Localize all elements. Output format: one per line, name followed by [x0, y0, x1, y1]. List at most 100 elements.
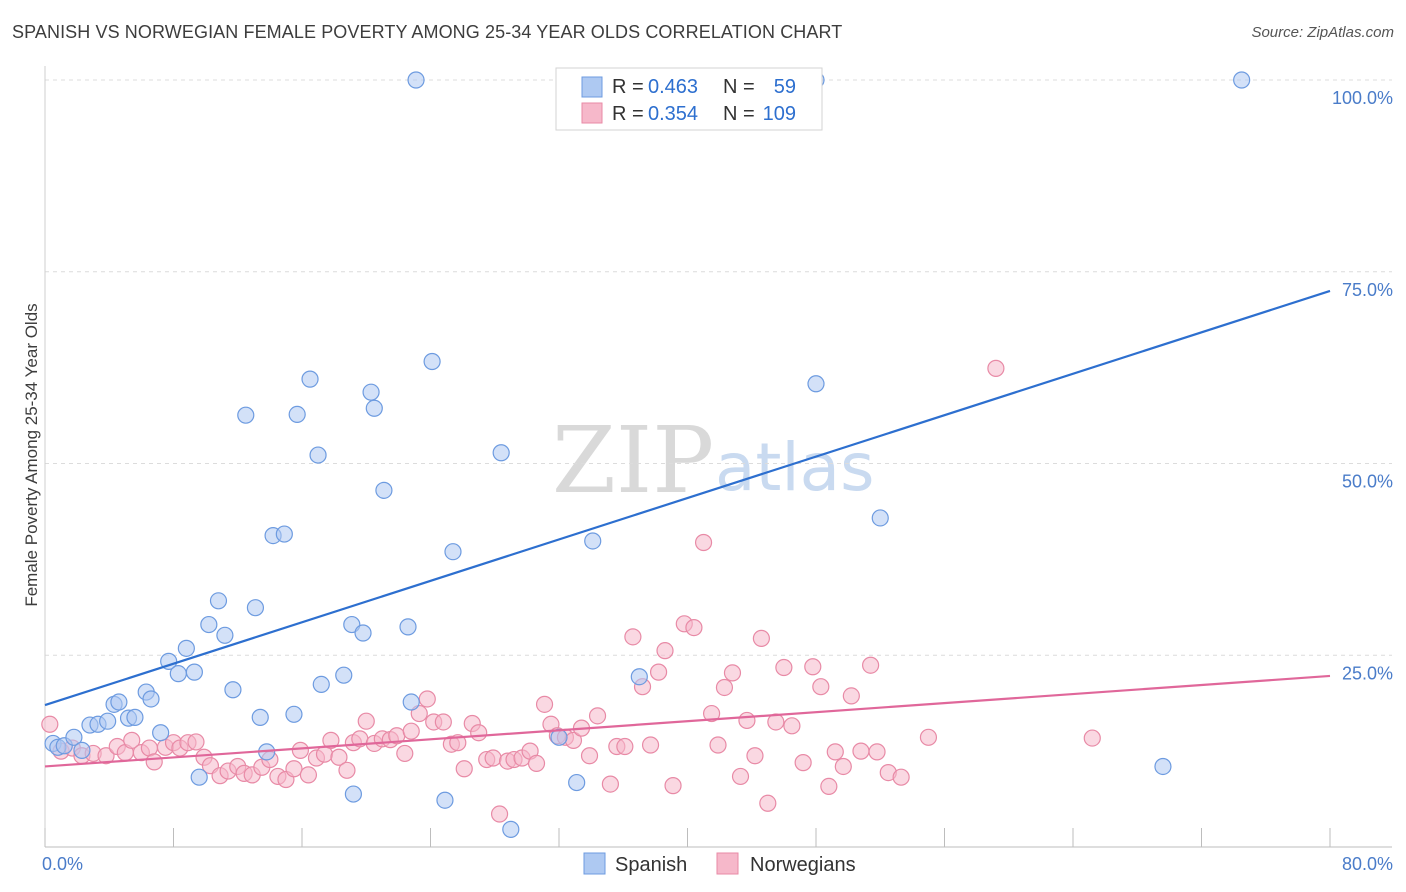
- spanish-point-9: [110, 693, 128, 711]
- norwegian-point-48: [434, 713, 452, 731]
- spanish-point-13: [142, 690, 160, 708]
- norwegian-point-84: [715, 678, 734, 697]
- spanish-point-20: [200, 615, 218, 634]
- norwegian-point-86: [731, 767, 750, 786]
- spanish-point-31: [288, 405, 306, 424]
- legend-series: Spanish Norwegians: [583, 852, 856, 876]
- norwegian-point-53: [470, 724, 488, 742]
- spanish-point-57: [1233, 71, 1251, 89]
- legend-bottom-norwegian-label: Norwegians: [750, 854, 856, 876]
- norwegian-point-105: [892, 768, 910, 786]
- norwegian-point-83: [709, 736, 727, 754]
- norwegian-point-56: [490, 805, 509, 823]
- norwegian-point-101: [852, 742, 870, 760]
- norwegian-point-94: [794, 754, 812, 772]
- norwegian-point-106: [919, 728, 938, 746]
- spanish-point-26: [251, 708, 269, 726]
- norwegian-point-69: [588, 707, 607, 725]
- spanish-point-39: [362, 383, 380, 401]
- watermark-zip: ZIP: [552, 407, 714, 514]
- legend-bottom-norwegian-swatch: [716, 852, 739, 875]
- series-spanish-points: [44, 71, 1251, 838]
- norwegian-point-8: [123, 731, 141, 749]
- legend-norwegian-r-label: R =: [612, 103, 644, 125]
- spanish-point-43: [402, 693, 420, 711]
- norwegian-point-103: [868, 743, 886, 761]
- chart-title: SPANISH VS NORWEGIAN FEMALE POVERTY AMON…: [12, 22, 843, 42]
- spanish-point-25: [246, 599, 265, 617]
- legend-bottom-spanish-label: Spanish: [615, 854, 687, 876]
- norwegian-point-96: [812, 678, 830, 696]
- norwegian-point-88: [746, 747, 764, 765]
- x-tick-label-1: 80.0%: [1342, 854, 1393, 874]
- y-tick-label-0: 25.0%: [1342, 663, 1393, 683]
- spanish-point-34: [312, 675, 330, 693]
- norwegian-point-68: [580, 747, 599, 765]
- spanish-point-45: [423, 352, 441, 371]
- norwegian-point-28: [285, 760, 303, 778]
- spanish-point-3: [65, 728, 83, 746]
- norwegian-point-98: [826, 743, 844, 761]
- norwegian-point-85: [723, 664, 742, 682]
- spanish-point-22: [216, 626, 234, 644]
- norwegian-point-90: [759, 794, 777, 812]
- norwegian-point-82: [702, 704, 721, 723]
- norwegian-point-46: [418, 690, 436, 708]
- spanish-point-19: [190, 768, 208, 786]
- norwegian-point-76: [649, 663, 668, 681]
- legend-spanish-n-label: N =: [723, 76, 755, 98]
- norwegian-point-16: [187, 733, 205, 751]
- legend-spanish-n-value: 59: [774, 76, 796, 98]
- legend-spanish-r-value: 0.463: [648, 76, 698, 98]
- norwegian-point-102: [862, 656, 880, 674]
- spanish-point-49: [502, 820, 520, 838]
- norwegian-point-80: [685, 619, 703, 637]
- legend-stats: R = 0.463 N = 59 R = 0.354 N = 109: [555, 67, 823, 131]
- spanish-point-30: [285, 705, 303, 723]
- legend-norwegian-r-value: 0.354: [648, 103, 698, 125]
- watermark-atlas: atlas: [715, 429, 875, 506]
- norwegian-point-72: [616, 737, 634, 756]
- norwegian-point-55: [484, 749, 502, 767]
- spanish-point-44: [407, 71, 425, 89]
- spanish-point-37: [344, 785, 362, 803]
- norwegian-point-75: [641, 736, 660, 754]
- spanish-point-24: [237, 406, 255, 424]
- spanish-point-42: [399, 618, 417, 636]
- norwegian-point-11: [145, 753, 163, 771]
- spanish-point-53: [630, 668, 648, 686]
- norwegian-point-44: [402, 722, 420, 740]
- gridlines: [45, 79, 1392, 656]
- spanish-point-29: [275, 525, 293, 543]
- spanish-point-21: [209, 592, 228, 610]
- norwegian-point-81: [694, 533, 713, 552]
- norwegian-point-29: [291, 741, 309, 759]
- spanish-point-51: [568, 773, 586, 792]
- norwegian-point-70: [601, 775, 620, 793]
- legend-norwegian-n-value: 109: [763, 103, 796, 125]
- y-axis-label: Female Poverty Among 25-34 Year Olds: [22, 303, 41, 606]
- norwegian-point-43: [396, 744, 414, 763]
- norwegian-point-89: [752, 629, 770, 647]
- norwegian-point-100: [842, 687, 860, 705]
- spanish-point-35: [335, 666, 353, 684]
- axes: [44, 66, 1392, 848]
- norwegian-point-30: [299, 766, 318, 784]
- spanish-point-55: [871, 509, 889, 527]
- spanish-point-23: [224, 681, 242, 699]
- spanish-point-14: [152, 724, 170, 742]
- norwegian-point-95: [804, 658, 822, 676]
- norwegian-point-62: [535, 695, 554, 713]
- spanish-trend-line: [44, 289, 1331, 707]
- norwegian-point-73: [624, 628, 642, 646]
- norwegian-trend-line: [44, 674, 1331, 768]
- legend-spanish-r-label: R =: [612, 76, 644, 98]
- spanish-point-11: [126, 708, 144, 726]
- norwegian-point-51: [455, 760, 473, 778]
- spanish-point-4: [73, 741, 91, 759]
- spanish-point-54: [807, 375, 825, 393]
- norwegian-point-35: [338, 761, 356, 779]
- spanish-point-18: [185, 663, 203, 681]
- y-tick-label-2: 75.0%: [1342, 280, 1393, 300]
